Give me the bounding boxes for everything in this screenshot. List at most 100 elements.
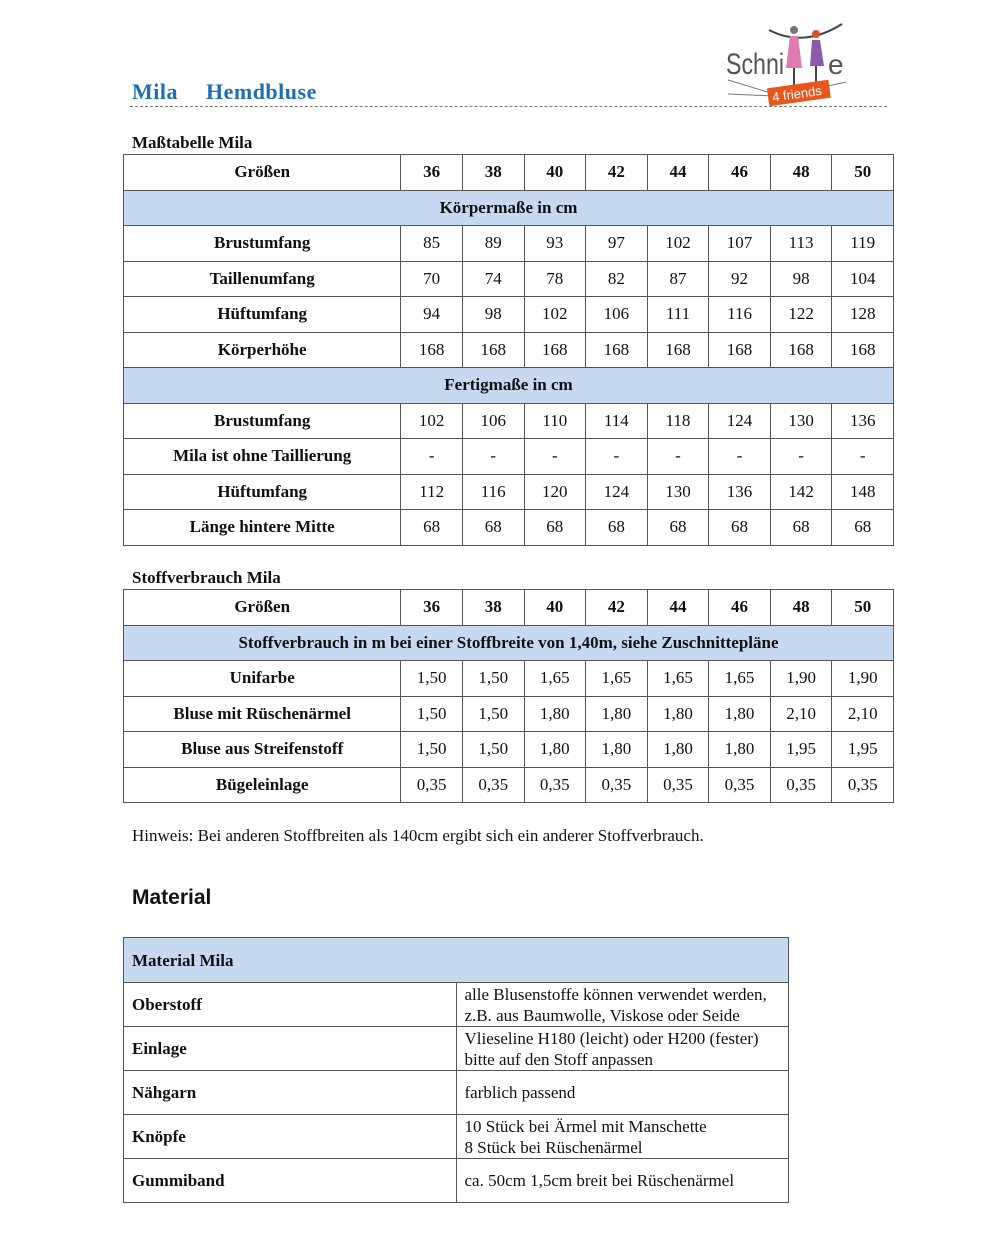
sizes-table-caption: Maßtabelle Mila — [132, 133, 253, 152]
document-title: Mila Hemdbluse — [132, 79, 317, 104]
cell-value: 168 — [831, 331, 894, 368]
header-label: Größen — [122, 154, 402, 191]
material-title-row: Material Mila — [123, 937, 789, 983]
cell-value: 120 — [523, 473, 587, 510]
table-row: Mila ist ohne Taillierung - - - - - - - - — [122, 438, 894, 475]
cell-value: 68 — [585, 509, 648, 546]
material-heading: Material — [132, 886, 212, 909]
cell-value: 93 — [523, 225, 587, 262]
cell-value: 1,50 — [461, 695, 525, 732]
cell-value: 168 — [523, 331, 587, 368]
cell-value: - — [400, 438, 463, 475]
svg-text:4 friends: 4 friends — [771, 83, 823, 105]
cell-value: 97 — [585, 225, 648, 262]
cell-value: 1,80 — [646, 695, 710, 732]
cell-value: 106 — [461, 402, 525, 439]
schnitte-4-friends-logo: Schni e 4 friends — [726, 23, 847, 107]
cell-value: 1,65 — [523, 660, 587, 697]
cell-value: 2,10 — [769, 695, 833, 732]
cell-value: 142 — [769, 473, 833, 510]
row-label: Brustumfang — [122, 225, 402, 262]
cell-value: 107 — [708, 225, 771, 262]
cell-value: - — [461, 438, 525, 475]
cell-value: 0,35 — [400, 766, 463, 803]
cell-value: 119 — [831, 225, 894, 262]
size-header: 48 — [769, 589, 833, 626]
cell-value: 1,50 — [400, 660, 463, 697]
cell-value: 68 — [646, 509, 710, 546]
table-row: Bügeleinlage 0,35 0,35 0,35 0,35 0,35 0,35 0,35… — [122, 766, 894, 803]
cell-value: 110 — [523, 402, 587, 439]
row-label: Unifarbe — [122, 660, 402, 697]
material-row: Gummiband ca. 50cm 1,5cm breit bei Rüsche… — [123, 1158, 789, 1203]
size-header: 44 — [646, 154, 710, 191]
material-row: Einlage Vlieseline H180 (leicht) oder H20… — [123, 1026, 789, 1071]
table-row: Brustumfang 102 106 110 114 118 124 130 136 — [122, 402, 894, 439]
cell-value: 1,50 — [400, 731, 463, 768]
cell-value: 1,65 — [585, 660, 648, 697]
material-key: Nähgarn — [123, 1070, 457, 1115]
material-value-line: Vlieseline H180 (leicht) oder H200 (fest… — [464, 1028, 759, 1048]
size-header: 38 — [461, 589, 525, 626]
sizes-table: Größen 36 38 40 42 44 46 48 50 Körpermaße in cm Br… — [122, 154, 894, 546]
material-value-line: 10 Stück bei Ärmel mit Manschette — [464, 1116, 707, 1136]
fabric-consumption-table: Größen 36 38 40 42 44 46 48 50 Stoffverbrauch in … — [122, 589, 894, 803]
size-header: 48 — [769, 154, 833, 191]
cell-value: 92 — [708, 260, 771, 297]
material-value-line: alle Blusenstoffe können verwendet werde… — [464, 984, 767, 1004]
table-row: Hüftumfang 112 116 120 124 130 136 142 148 — [122, 473, 894, 510]
section-title: Fertigmaße in cm — [123, 367, 894, 404]
cell-value: 1,90 — [769, 660, 833, 697]
cell-value: 102 — [400, 402, 463, 439]
cell-value: - — [523, 438, 587, 475]
row-label: Bluse aus Streifenstoff — [122, 731, 402, 768]
table-row: Unifarbe 1,50 1,50 1,65 1,65 1,65 1,65 1,90 1,90 — [122, 660, 894, 697]
cell-value: - — [831, 438, 894, 475]
size-header: 46 — [708, 154, 771, 191]
cell-value: 106 — [585, 296, 648, 333]
table-row: Körperhöhe 168 168 168 168 168 168 168 168 — [122, 331, 894, 368]
cell-value: 0,35 — [769, 766, 833, 803]
cell-value: 0,35 — [708, 766, 771, 803]
cell-value: 1,50 — [461, 660, 525, 697]
cell-value: 0,35 — [585, 766, 648, 803]
cell-value: 1,65 — [646, 660, 710, 697]
cell-value: 136 — [708, 473, 771, 510]
cell-value: 1,50 — [400, 695, 463, 732]
size-header: 42 — [585, 154, 648, 191]
material-row: Knöpfe 10 Stück bei Ärmel mit Manschette 8… — [123, 1114, 789, 1159]
cell-value: 148 — [831, 473, 894, 510]
cell-value: 114 — [585, 402, 648, 439]
fabric-note: Hinweis: Bei anderen Stoffbreiten als 14… — [132, 826, 704, 845]
cell-value: 122 — [769, 296, 833, 333]
cell-value: 74 — [461, 260, 525, 297]
cell-value: 168 — [646, 331, 710, 368]
material-table: Material Mila Oberstoff alle Blusenstoffe … — [123, 937, 789, 1203]
header-label: Größen — [122, 589, 402, 626]
cell-value: 1,80 — [523, 731, 587, 768]
material-value-line: 8 Stück bei Rüschenärmel — [464, 1137, 643, 1157]
cell-value: 78 — [523, 260, 587, 297]
size-header: 42 — [585, 589, 648, 626]
cell-value: 1,95 — [769, 731, 833, 768]
material-value-line: farblich passend — [464, 1083, 576, 1102]
cell-value: 0,35 — [461, 766, 525, 803]
cell-value: 87 — [646, 260, 710, 297]
row-label: Bluse mit Rüschenärmel — [122, 695, 402, 732]
cell-value: 116 — [461, 473, 525, 510]
table-row: Brustumfang 85 89 93 97 102 107 113 119 — [122, 225, 894, 262]
cell-value: 168 — [769, 331, 833, 368]
material-value: Vlieseline H180 (leicht) oder H200 (fest… — [455, 1026, 789, 1071]
svg-text:Schni: Schni — [726, 48, 784, 81]
cell-value: 68 — [708, 509, 771, 546]
cell-value: - — [708, 438, 771, 475]
cell-value: 124 — [585, 473, 648, 510]
size-header: 50 — [831, 154, 894, 191]
material-value-line: bitte auf den Stoff anpassen — [464, 1049, 654, 1069]
cell-value: 136 — [831, 402, 894, 439]
cell-value: 89 — [461, 225, 525, 262]
svg-text:e: e — [828, 49, 844, 80]
cell-value: 2,10 — [831, 695, 894, 732]
cell-value: 1,90 — [831, 660, 894, 697]
row-label: Länge hintere Mitte — [122, 509, 402, 546]
